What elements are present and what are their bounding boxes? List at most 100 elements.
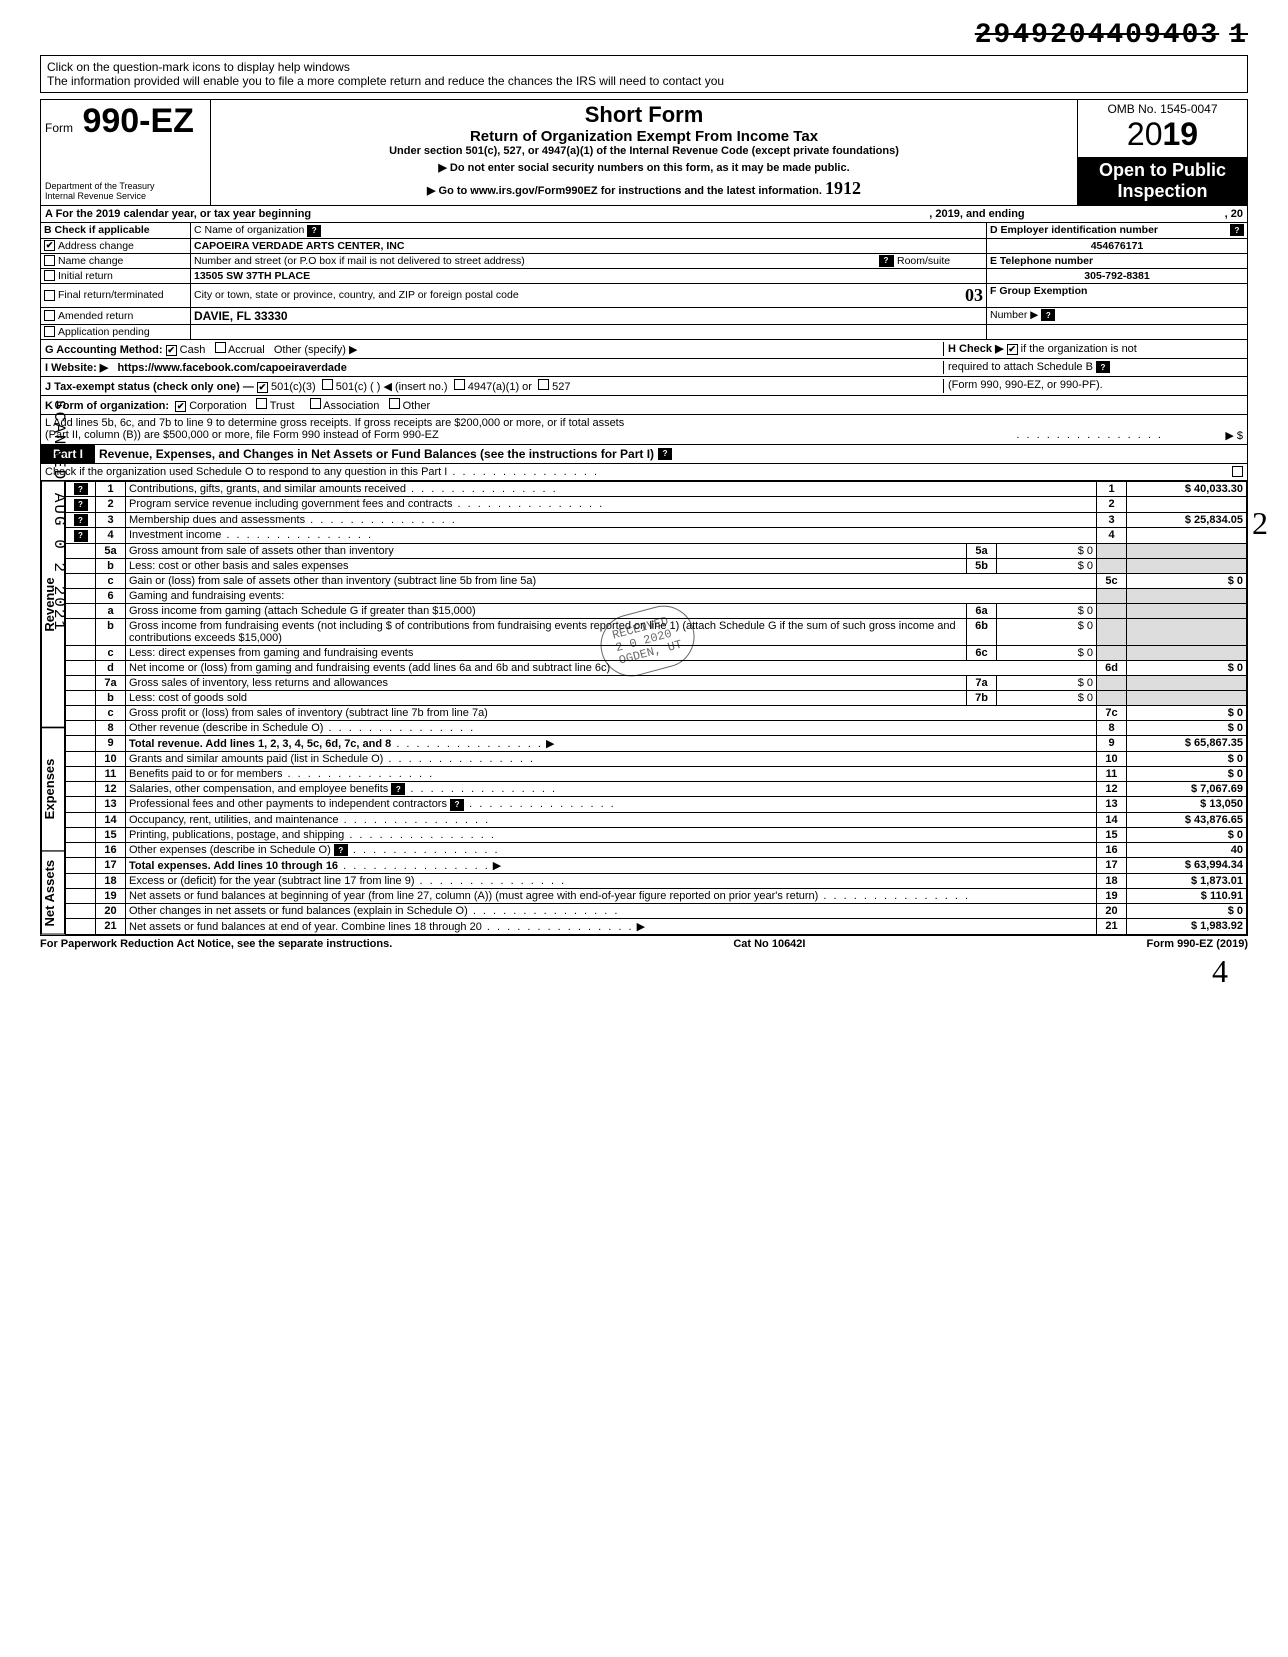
line-6: 6Gaming and fundraising events: [66, 588, 1247, 603]
line-4: ?4Investment income4 [66, 528, 1247, 544]
line-5a: 5aGross amount from sale of assets other… [66, 543, 1247, 558]
form-header: Form 990-EZ Department of the Treasury I… [40, 99, 1248, 206]
check-address-change[interactable]: ✔Address change [41, 239, 191, 254]
check-name-change[interactable]: Name change [41, 254, 191, 269]
line-17: 17Total expenses. Add lines 10 through 1… [66, 858, 1247, 874]
group-exemption-number: Number ▶ ? [987, 308, 1247, 325]
line-8: 8Other revenue (describe in Schedule O)8… [66, 720, 1247, 735]
check-527[interactable] [538, 379, 549, 390]
help-box: Click on the question-mark icons to disp… [40, 55, 1248, 93]
city-label: City or town, state or province, country… [194, 289, 965, 301]
part-1-check: Check if the organization used Schedule … [40, 464, 1248, 481]
help-icon[interactable]: ? [1096, 361, 1110, 373]
line-6b: bGross income from fundraising events (n… [66, 618, 1247, 645]
check-other-org[interactable] [389, 398, 400, 409]
line-11: 11Benefits paid to or for members11$ 0 [66, 766, 1247, 781]
street-value: 13505 SW 37TH PLACE [191, 269, 987, 284]
help-icon[interactable]: ? [879, 255, 893, 267]
line-19: 19Net assets or fund balances at beginni… [66, 889, 1247, 904]
help-icon[interactable]: ? [1230, 224, 1244, 236]
line-7a: 7aGross sales of inventory, less returns… [66, 675, 1247, 690]
line-6d: dNet income or (loss) from gaming and fu… [66, 660, 1247, 675]
group-exemption-label: F Group Exemption [987, 284, 1247, 308]
check-501c3[interactable]: ✔ [257, 382, 268, 393]
dln-number: 29492044094031 [40, 20, 1248, 51]
line-2: ?2Program service revenue including gove… [66, 497, 1247, 513]
street-label: Number and street (or P.O box if mail is… [194, 255, 879, 267]
help-icon[interactable]: ? [1041, 309, 1055, 321]
revenue-label: Revenue [41, 481, 65, 728]
line-20: 20Other changes in net assets or fund ba… [66, 904, 1247, 919]
check-4947[interactable] [454, 379, 465, 390]
check-application-pending[interactable]: Application pending [41, 325, 191, 340]
no-ssn-line: ▶ Do not enter social security numbers o… [215, 161, 1073, 174]
tel-value: 305-792-8381 [987, 269, 1247, 284]
line-18: 18Excess or (deficit) for the year (subt… [66, 874, 1247, 889]
tel-label: E Telephone number [987, 254, 1247, 269]
row-l: L Add lines 5b, 6c, and 7b to line 9 to … [40, 415, 1248, 445]
dept-irs: Internal Revenue Service [45, 191, 206, 201]
check-schedule-b[interactable]: ✔ [1007, 344, 1018, 355]
ein-label: D Employer identification number [990, 224, 1158, 237]
room-label: Room/suite [893, 255, 983, 267]
line-21: 21Net assets or fund balances at end of … [66, 919, 1247, 935]
help-icon[interactable]: ? [307, 225, 321, 237]
goto-line: ▶ Go to www.irs.gov/Form990EZ for instru… [215, 178, 1073, 199]
line-14: 14Occupancy, rent, utilities, and mainte… [66, 812, 1247, 827]
hand-03: 03 [965, 285, 983, 306]
under-section: Under section 501(c), 527, or 4947(a)(1)… [215, 145, 1073, 157]
netassets-label: Net Assets [41, 851, 65, 935]
part-1-header: Part I Revenue, Expenses, and Changes in… [40, 445, 1248, 464]
hand-2: 2 [1252, 505, 1268, 542]
ein-value: 454676171 [987, 239, 1247, 254]
check-amended-return[interactable]: Amended return [41, 308, 191, 325]
line-6c: cLess: direct expenses from gaming and f… [66, 645, 1247, 660]
check-cash[interactable]: ✔ [166, 345, 177, 356]
check-initial-return[interactable]: Initial return [41, 269, 191, 284]
form-number: Form 990-EZ [45, 102, 206, 141]
city-value: DAVIE, FL 33330 [194, 309, 288, 323]
dept-treasury: Department of the Treasury [45, 181, 206, 191]
check-schedule-o[interactable] [1232, 466, 1243, 477]
omb-number: OMB No. 1545-0047 [1082, 102, 1243, 116]
open-to-public: Open to PublicInspection [1078, 157, 1248, 205]
line-15: 15Printing, publications, postage, and s… [66, 827, 1247, 842]
row-k: K Form of organization: ✔ Corporation Tr… [40, 396, 1248, 415]
check-association[interactable] [310, 398, 321, 409]
line-5c: cGain or (loss) from sale of assets othe… [66, 573, 1247, 588]
lines-table: ?1Contributions, gifts, grants, and simi… [65, 481, 1247, 936]
line-7c: cGross profit or (loss) from sales of in… [66, 705, 1247, 720]
org-name: CAPOEIRA VERDADE ARTS CENTER, INC [191, 239, 987, 254]
section-b-title: B Check if applicable [41, 223, 191, 239]
form-title: Short Form [215, 102, 1073, 128]
check-501c[interactable] [322, 379, 333, 390]
line-7b: bLess: cost of goods sold7b$ 0 [66, 690, 1247, 705]
form-footer: For Paperwork Reduction Act Notice, see … [40, 938, 1248, 950]
line-10: 10Grants and similar amounts paid (list … [66, 751, 1247, 766]
tax-year: 2019 [1082, 116, 1243, 153]
line-3: ?3Membership dues and assessments3$ 25,8… [66, 512, 1247, 528]
hand-1912: 1912 [825, 178, 861, 198]
line-6a: aGross income from gaming (attach Schedu… [66, 603, 1247, 618]
name-label: C Name of organization [194, 224, 304, 236]
line-16: 16Other expenses (describe in Schedule O… [66, 842, 1247, 858]
line-12: 12Salaries, other compensation, and empl… [66, 781, 1247, 797]
line-1: ?1Contributions, gifts, grants, and simi… [66, 481, 1247, 497]
form-subtitle: Return of Organization Exempt From Incom… [215, 128, 1073, 145]
row-a-tax-year: A For the 2019 calendar year, or tax yea… [40, 206, 1248, 223]
row-g-h: G Accounting Method: ✔ Cash Accrual Othe… [40, 340, 1248, 359]
line-5b: bLess: cost or other basis and sales exp… [66, 558, 1247, 573]
check-final-return[interactable]: Final return/terminated [41, 284, 191, 308]
hand-4: 4 [1212, 953, 1228, 990]
check-corporation[interactable]: ✔ [175, 401, 186, 412]
line-13: 13Professional fees and other payments t… [66, 797, 1247, 813]
expenses-label: Expenses [41, 727, 65, 851]
row-i: I Website: ▶ https://www.facebook.com/ca… [40, 359, 1248, 377]
help-icon[interactable]: ? [658, 448, 672, 460]
website-value: https://www.facebook.com/capoeiraverdade [117, 362, 346, 374]
check-accrual[interactable] [215, 342, 226, 353]
row-j: J Tax-exempt status (check only one) — ✔… [40, 377, 1248, 396]
check-trust[interactable] [256, 398, 267, 409]
header-grid: B Check if applicable C Name of organiza… [40, 223, 1248, 340]
line-9: 9Total revenue. Add lines 1, 2, 3, 4, 5c… [66, 735, 1247, 751]
